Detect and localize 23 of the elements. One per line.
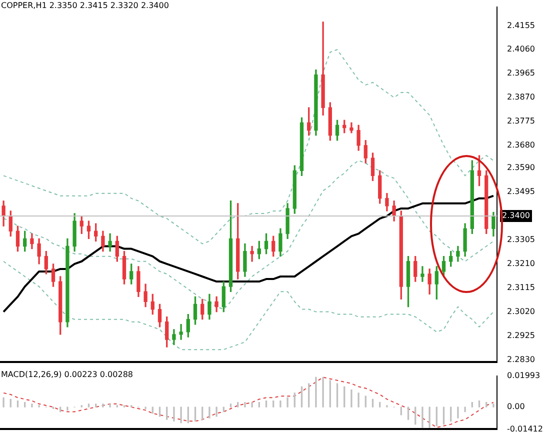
y-tick-label: 2.3210	[507, 258, 535, 268]
line-series	[3, 260, 494, 350]
y-tick-label: 0.01993	[507, 370, 540, 380]
y-tick-label: 2.3115	[507, 282, 535, 292]
y-tick-label: 2.3870	[507, 92, 535, 102]
y-tick-label: 2.3495	[507, 187, 535, 196]
y-tick-label: 2.4155	[507, 20, 535, 30]
y-tick-label: 2.4060	[507, 44, 535, 54]
y-tick-label: 2.3965	[507, 68, 535, 78]
y-tick-label: 2.2925	[507, 330, 535, 340]
y-tick-label: -0.01412	[507, 424, 543, 434]
y-tick-label: 2.2830	[507, 354, 535, 364]
chart-title: MACD(12,26,9) 0.00223 0.00288	[1, 370, 134, 379]
line-series	[3, 376, 494, 428]
y-tick-label: 2.3775	[507, 116, 535, 126]
y-tick-label: 2.3020	[507, 306, 535, 316]
y-tick-label: 2.3680	[507, 140, 535, 150]
y-tick-label: 2.3590	[507, 163, 535, 172]
y-tick-label: 0.00	[507, 402, 525, 412]
y-tick-label: 2.3305	[507, 235, 535, 244]
line-series	[3, 49, 494, 244]
chart-title: COPPER,H1 2.3350 2.3415 2.3320 2.3400	[1, 1, 169, 10]
ref-line-label: 2.3400	[502, 211, 530, 220]
